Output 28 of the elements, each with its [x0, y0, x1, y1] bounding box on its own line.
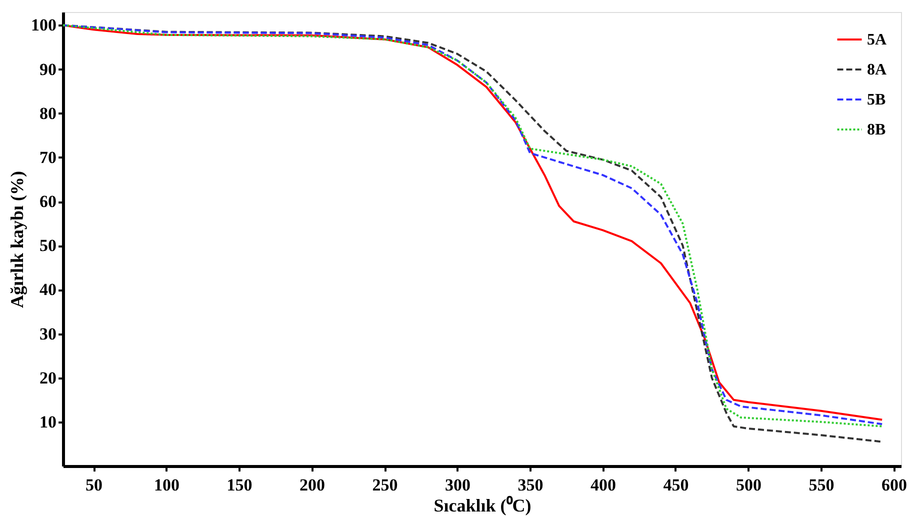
legend-label: 8B [867, 122, 886, 138]
x-tick-label: 200 [300, 476, 326, 494]
y-tick-label: 50 [40, 236, 56, 256]
x-tick-label: 500 [736, 476, 762, 494]
x-tick-label: 400 [590, 476, 616, 494]
legend-label: 8A [867, 62, 887, 78]
x-tick-label: 300 [445, 476, 471, 494]
x-tick-label: 550 [808, 476, 834, 494]
x-tick-label: 100 [154, 476, 180, 494]
y-tick-label: 70 [40, 148, 56, 167]
x-tick-label: 250 [372, 476, 398, 494]
y-tick-label: 30 [40, 324, 56, 344]
y-axis-title: Ağırlık kaybı (%) [7, 170, 27, 308]
y-tick-label: 90 [40, 60, 56, 79]
x-tick-label: 50 [86, 476, 103, 494]
x-tick-label: 600 [881, 476, 907, 494]
y-tick-label: 100 [31, 16, 56, 35]
x-tick-label: 450 [663, 476, 689, 494]
y-tick-label: 60 [40, 192, 56, 212]
y-tick-label: 40 [40, 280, 56, 300]
y-tick-label: 80 [40, 104, 56, 123]
y-tick-label: 10 [40, 412, 56, 432]
legend-label: 5A [867, 32, 887, 48]
x-tick-label: 350 [518, 476, 544, 494]
x-tick-label: 150 [226, 476, 252, 494]
x-axis-title: Sıcaklık (⁰C) [434, 496, 532, 516]
y-tick-label: 20 [40, 368, 56, 388]
legend-label: 5B [867, 92, 886, 108]
